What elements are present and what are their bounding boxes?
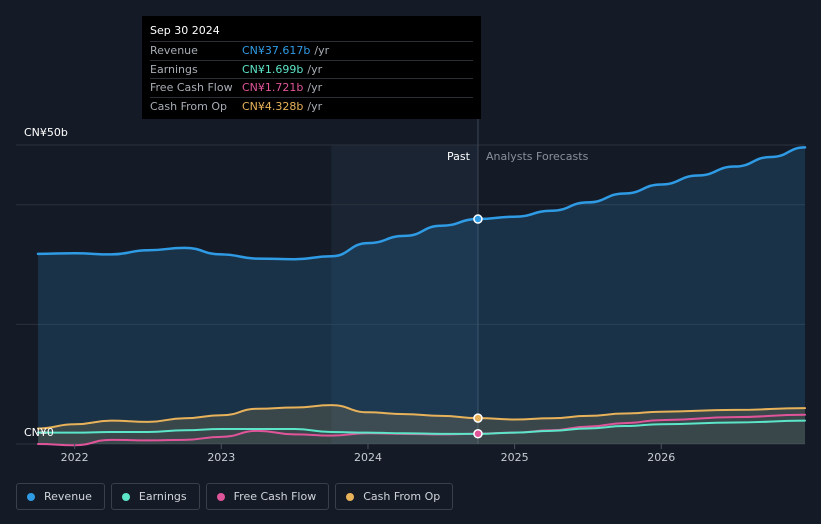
cash-from-op-dot-icon — [346, 492, 355, 501]
x-tick-label: 2022 — [61, 451, 89, 464]
x-tick-label: 2025 — [501, 451, 529, 464]
legend-label: Earnings — [138, 490, 187, 503]
forecast-label: Analysts Forecasts — [486, 150, 589, 163]
free-cash-flow-dot-icon — [216, 492, 225, 501]
legend-item-cash-from-op[interactable]: Cash From Op — [335, 483, 454, 510]
tooltip-label: Revenue — [150, 44, 198, 58]
x-tick-label: 2026 — [647, 451, 675, 464]
tooltip-date: Sep 30 2024 — [150, 24, 220, 37]
tooltip-value: CN¥1.699b — [242, 62, 304, 76]
revenue-dot-icon — [27, 492, 35, 501]
earnings-line — [36, 419, 806, 435]
tooltip-value: CN¥4.328b — [242, 99, 304, 113]
tooltip: Sep 30 2024 Revenue CN¥37.617b /yr Earni… — [142, 16, 481, 119]
legend-label: Free Cash Flow — [233, 490, 317, 503]
earnings-dot-icon — [121, 492, 130, 501]
tooltip-label: Cash From Op — [150, 99, 228, 113]
revenue-area — [37, 147, 805, 444]
legend-label: Cash From Op — [363, 490, 441, 503]
past-label: Past — [447, 150, 471, 163]
tooltip-unit: /yr — [307, 81, 323, 95]
tooltip-label: Earnings — [150, 62, 198, 76]
cash-from-op-marker — [473, 413, 483, 423]
tooltip-row-revenue: Revenue CN¥37.617b /yr — [150, 41, 473, 60]
cash-from-op-line — [36, 404, 806, 430]
tooltip-row-earnings: Earnings CN¥1.699b /yr — [150, 59, 473, 79]
tooltip-value: CN¥1.721b — [242, 81, 304, 95]
y-axis-label-max: CN¥50b — [24, 126, 68, 139]
revenue-marker — [473, 214, 483, 224]
tooltip-row-cash-from-op: Cash From Op CN¥4.328b /yr — [150, 96, 473, 116]
chart-legend: Revenue Earnings Free Cash Flow Cash Fro… — [16, 483, 454, 510]
tooltip-unit: /yr — [307, 62, 323, 76]
legend-item-free-cash-flow[interactable]: Free Cash Flow — [205, 483, 330, 510]
y-axis-label-min: CN¥0 — [24, 426, 54, 439]
x-tick-label: 2024 — [354, 451, 382, 464]
tooltip-unit: /yr — [314, 44, 330, 58]
x-tick-label: 2023 — [207, 451, 235, 464]
past-highlight-region — [331, 145, 478, 444]
tooltip-value: CN¥37.617b — [242, 44, 311, 58]
free-cash-flow-marker — [473, 428, 483, 439]
tooltip-label: Free Cash Flow — [150, 81, 233, 95]
tooltip-row-free-cash-flow: Free Cash Flow CN¥1.721b /yr — [150, 78, 473, 97]
legend-item-revenue[interactable]: Revenue — [16, 483, 105, 510]
legend-item-earnings[interactable]: Earnings — [110, 483, 200, 510]
legend-label: Revenue — [44, 490, 92, 503]
revenue-line — [36, 146, 807, 261]
tooltip-unit: /yr — [307, 99, 323, 113]
